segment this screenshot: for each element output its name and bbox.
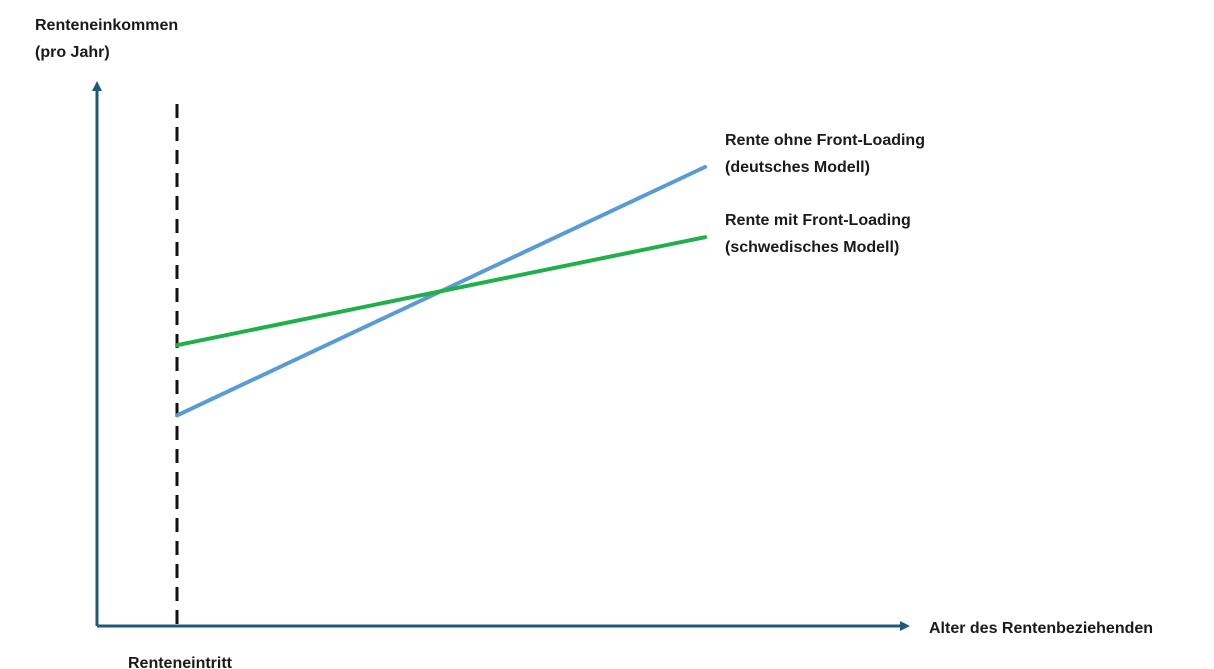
series-label-mit-front-loading: Rente mit Front-Loading (schwedisches Mo…: [725, 212, 915, 256]
series-label-ohne-line-2: (deutsches Modell): [725, 159, 870, 176]
series-line-mit-front-loading: [175, 235, 707, 348]
y-axis-label-line-1: Renteneinkommen: [35, 17, 178, 34]
series-label-mit-line-2: (schwedisches Modell): [725, 239, 899, 256]
y-axis-label: Renteneinkommen (pro Jahr): [35, 17, 183, 61]
series-label-ohne-line-1: Rente ohne Front-Loading: [725, 132, 925, 149]
retirement-marker-label: Renteneintritt: [128, 655, 233, 669]
x-axis-label: Alter des Rentenbeziehenden: [929, 620, 1153, 637]
y-axis-label-line-2: (pro Jahr): [35, 44, 110, 61]
series-label-mit-line-1: Rente mit Front-Loading: [725, 212, 911, 229]
series-label-ohne-front-loading: Rente ohne Front-Loading (deutsches Mode…: [725, 132, 929, 176]
